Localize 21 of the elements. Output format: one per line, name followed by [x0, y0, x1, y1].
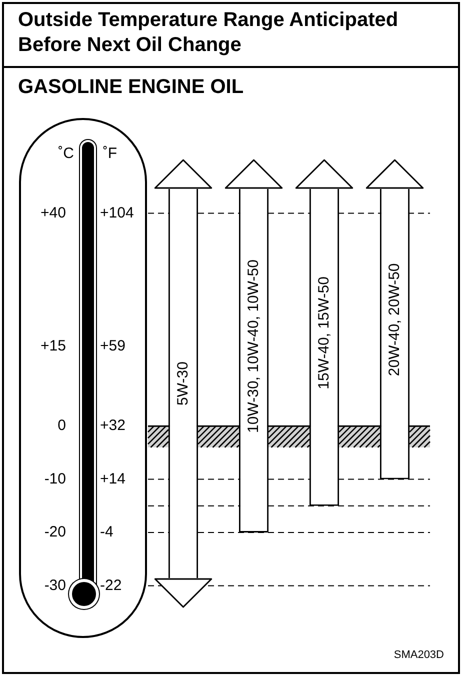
y2-tick-label: -4: [100, 524, 114, 541]
y2-axis-title: ˚F: [102, 145, 118, 162]
y-tick-label: 0: [58, 417, 66, 434]
x-tick-label: 20W-40, 20W-50: [386, 263, 403, 376]
y-tick-label: -10: [44, 470, 66, 488]
y-tick-label: +15: [40, 337, 66, 354]
y-tick-label: -20: [44, 524, 66, 541]
x-tick-label: 5W-30: [174, 362, 192, 406]
y2-tick-label: +59: [100, 337, 126, 354]
y2-tick-label: +32: [100, 417, 126, 434]
y2-tick-label: -22: [100, 576, 122, 594]
text: SMA203D: [394, 649, 444, 661]
y2-tick-label: +14: [100, 470, 126, 488]
y-tick-label: +40: [40, 204, 66, 222]
y-axis-title: ˚C: [58, 145, 74, 162]
x-tick-label: 10W-30, 10W-40, 10W-50: [244, 260, 262, 433]
y2-tick-label: +104: [100, 204, 134, 222]
x-tick-label: 15W-40, 15W-50: [315, 276, 332, 390]
y-tick-label: -30: [44, 576, 66, 594]
chart-title: Outside Temperature Range Anticipated Before Next Oil Change: [18, 8, 400, 58]
chart-subtitle: GASOLINE ENGINE OIL: [18, 76, 244, 99]
